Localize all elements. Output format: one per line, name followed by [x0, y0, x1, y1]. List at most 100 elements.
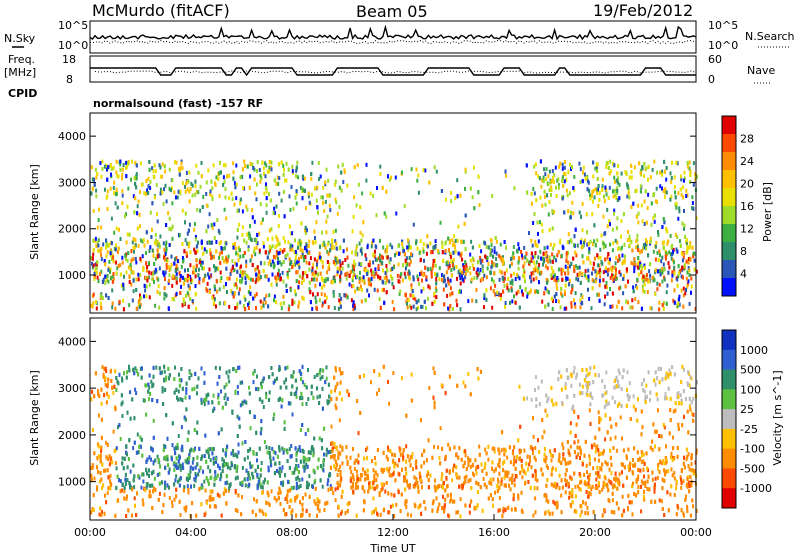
echo-cell	[555, 292, 557, 296]
echo-cell	[177, 259, 179, 263]
echo-cell	[481, 277, 483, 281]
echo-cell	[354, 165, 356, 169]
echo-cell	[604, 258, 606, 262]
echo-cell	[112, 301, 114, 305]
echo-cell	[162, 162, 164, 166]
echo-cell	[179, 291, 181, 295]
echo-cell	[235, 164, 237, 168]
echo-cell	[237, 302, 239, 306]
echo-cell	[148, 160, 150, 164]
echo-cell	[394, 253, 396, 257]
echo-cell	[553, 180, 555, 184]
echo-cell	[636, 278, 638, 282]
echo-cell	[276, 237, 278, 241]
station-title: McMurdo (fitACF)	[92, 1, 230, 20]
echo-cell	[571, 165, 573, 169]
echo-cell	[324, 300, 326, 304]
colorbar-tick-label: 16	[740, 200, 754, 213]
echo-cell	[108, 296, 110, 300]
echo-cell	[610, 276, 612, 280]
echo-cell	[137, 204, 139, 208]
echo-cell	[451, 238, 453, 242]
echo-cell	[319, 298, 321, 302]
echo-cell	[609, 171, 611, 175]
echo-cell	[596, 253, 598, 257]
echo-cell	[404, 252, 406, 256]
echo-cell	[687, 161, 689, 165]
echo-cell	[595, 279, 597, 283]
echo-cell	[671, 176, 673, 180]
echo-cell	[93, 209, 95, 213]
echo-cell	[281, 199, 283, 203]
echo-cell	[473, 206, 475, 210]
echo-cell	[535, 243, 537, 247]
echo-cell	[133, 250, 135, 254]
echo-cell	[185, 294, 187, 298]
echo-cell	[395, 212, 397, 216]
echo-cell	[656, 187, 658, 191]
echo-cell	[253, 250, 255, 254]
echo-cell	[444, 241, 446, 245]
power-heatmap	[90, 159, 698, 311]
echo-cell	[195, 237, 197, 241]
echo-cell	[107, 250, 109, 254]
echo-cell	[408, 298, 410, 302]
echo-cell	[426, 234, 428, 238]
echo-cell	[565, 265, 567, 269]
echo-cell	[372, 253, 374, 257]
echo-cell	[106, 178, 108, 182]
echo-cell	[409, 277, 411, 281]
echo-cell	[121, 201, 123, 205]
nave-label: Nave	[747, 64, 775, 77]
echo-cell	[137, 226, 139, 230]
echo-cell	[302, 249, 304, 253]
echo-cell	[477, 268, 479, 272]
echo-cell	[372, 239, 374, 243]
echo-cell	[692, 201, 694, 205]
echo-cell	[98, 218, 100, 222]
echo-cell	[205, 192, 207, 196]
echo-cell	[300, 243, 302, 247]
echo-cell	[209, 268, 211, 272]
echo-cell	[567, 170, 569, 174]
echo-cell	[450, 260, 452, 264]
echo-cell	[666, 166, 668, 170]
echo-cell	[168, 306, 170, 310]
echo-cell	[219, 301, 221, 305]
echo-cell	[164, 292, 166, 296]
echo-cell	[407, 306, 409, 310]
echo-cell	[579, 266, 581, 270]
echo-cell	[555, 186, 557, 190]
echo-cell	[278, 176, 280, 180]
echo-cell	[183, 282, 185, 286]
echo-cell	[316, 278, 318, 282]
echo-cell	[313, 230, 315, 234]
echo-cell	[366, 163, 368, 167]
echo-cell	[677, 302, 679, 306]
echo-cell	[295, 250, 297, 254]
echo-cell	[645, 167, 647, 171]
echo-cell	[543, 252, 545, 256]
echo-cell	[634, 297, 636, 301]
echo-cell	[306, 228, 308, 232]
echo-cell	[248, 306, 250, 310]
echo-cell	[127, 259, 129, 263]
echo-cell	[236, 236, 238, 240]
echo-cell	[122, 168, 124, 172]
echo-cell	[170, 266, 172, 270]
echo-cell	[413, 223, 415, 227]
echo-cell	[123, 307, 125, 311]
echo-cell	[296, 260, 298, 264]
echo-cell	[305, 206, 307, 210]
echo-cell	[215, 183, 217, 187]
echo-cell	[691, 195, 693, 199]
echo-cell	[298, 257, 300, 261]
echo-cell	[202, 252, 204, 256]
echo-cell	[535, 162, 537, 166]
echo-cell	[428, 181, 430, 185]
echo-cell	[368, 263, 370, 267]
echo-cell	[370, 269, 372, 273]
echo-cell	[477, 190, 479, 194]
echo-cell	[278, 162, 280, 166]
echo-cell	[213, 301, 215, 305]
